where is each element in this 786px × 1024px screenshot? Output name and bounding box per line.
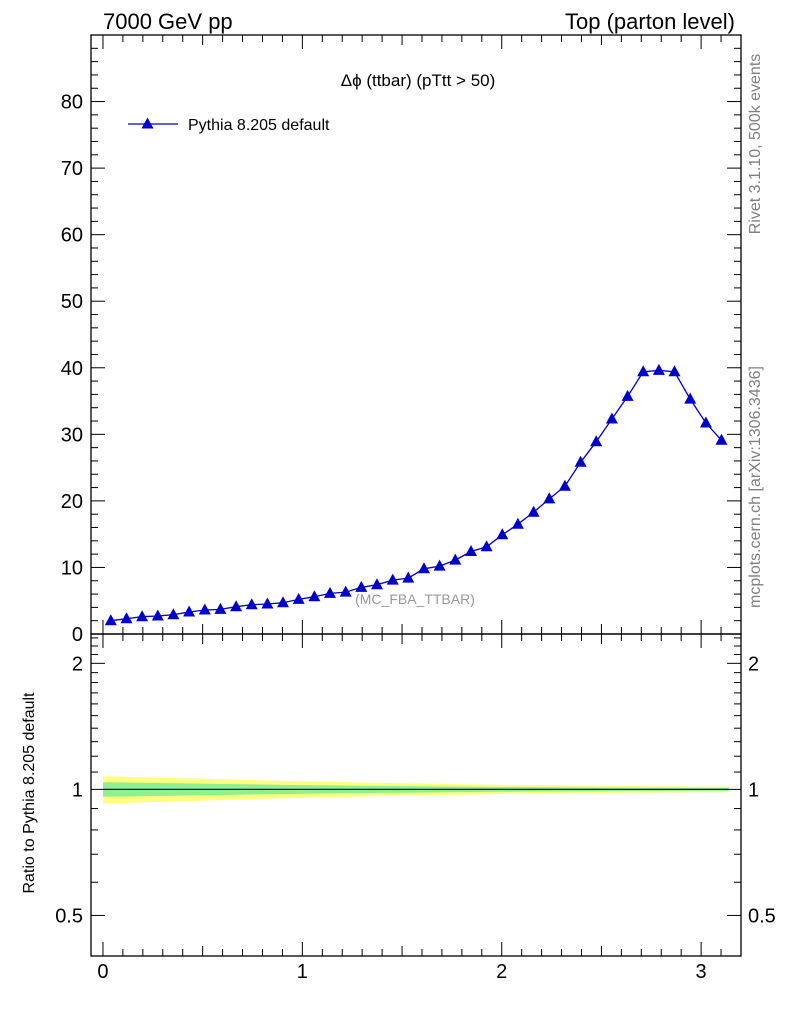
legend: Pythia 8.205 default <box>128 117 330 134</box>
data-point-marker <box>104 614 117 626</box>
ratio-y-tick-label: 2 <box>72 653 83 675</box>
data-point-marker <box>652 363 665 375</box>
data-point-marker <box>151 609 164 621</box>
data-point-marker <box>465 545 477 556</box>
ratio-y-tick-label-right: 0.5 <box>748 905 776 927</box>
data-point-marker <box>668 365 681 377</box>
data-point-marker <box>511 517 524 529</box>
data-point-marker <box>339 585 352 597</box>
data-point-marker <box>167 608 180 620</box>
y-tick-label: 40 <box>61 358 83 380</box>
y-tick-label: 50 <box>61 291 83 313</box>
data-point-marker <box>699 416 712 428</box>
data-point-marker <box>214 602 227 614</box>
analysis-label: (MC_FBA_TTBAR) <box>355 591 475 607</box>
x-tick-label: 2 <box>496 961 507 983</box>
data-point-marker <box>637 365 650 377</box>
ratio-y-tick-label: 0.5 <box>55 905 83 927</box>
plot-title: Δϕ (ttbar) (pTtt > 50) <box>341 71 496 90</box>
data-point-marker <box>324 586 336 598</box>
data-point-marker <box>480 540 493 552</box>
data-point-marker <box>527 505 540 517</box>
data-point-marker <box>136 610 149 622</box>
main-plot-axes: 0 10 20 30 40 50 60 70 80 <box>61 34 742 646</box>
x-tick-label: 3 <box>696 961 707 983</box>
data-point-marker <box>261 597 274 609</box>
data-point-marker <box>433 559 446 571</box>
data-point-marker <box>402 571 415 583</box>
series-line <box>110 369 722 622</box>
collision-energy-label: 7000 GeV pp <box>103 9 233 34</box>
legend-entry: Pythia 8.205 default <box>188 117 330 134</box>
ratio-plot-axes: 0.5 0.5 1 1 2 2 0 1 2 3 <box>55 633 776 983</box>
y-tick-label: 30 <box>61 424 83 446</box>
data-point-marker <box>198 603 211 615</box>
mcplots-credit-label: mcplots.cern.ch [arXiv:1306.3436] <box>747 366 764 608</box>
rivet-version-label: Rivet 3.1.10, 500k events <box>747 54 764 235</box>
data-point-marker <box>715 433 728 445</box>
data-point-marker <box>558 479 571 491</box>
data-point-marker <box>449 553 462 565</box>
y-tick-label: 0 <box>72 624 83 646</box>
data-point-marker <box>277 596 289 608</box>
data-point-marker <box>590 435 603 447</box>
data-point-marker <box>684 392 697 404</box>
data-point-marker <box>183 605 196 617</box>
process-label: Top (parton level) <box>565 9 735 34</box>
legend-marker-icon <box>141 117 154 129</box>
data-point-marker <box>355 580 368 592</box>
data-point-marker <box>371 578 383 590</box>
ratio-ylabel: Ratio to Pythia 8.205 default <box>21 692 38 894</box>
data-point-marker <box>245 598 258 610</box>
ratio-y-tick-label-right: 2 <box>748 653 759 675</box>
ratio-y-tick-label: 1 <box>72 779 83 801</box>
data-point-marker <box>543 492 556 504</box>
data-point-marker <box>230 600 243 612</box>
x-tick-label: 1 <box>297 961 308 983</box>
data-point-marker <box>621 389 634 401</box>
data-point-marker <box>496 528 509 540</box>
data-point-marker <box>574 455 587 467</box>
ratio-plot-bands <box>102 776 730 804</box>
ratio-plot-frame <box>90 633 742 957</box>
y-tick-label: 60 <box>61 225 83 247</box>
data-point-marker <box>120 612 133 624</box>
main-plot-series <box>104 363 728 626</box>
data-point-marker <box>292 592 305 604</box>
x-tick-label: 0 <box>97 961 108 983</box>
data-point-marker <box>386 573 399 585</box>
y-tick-label: 10 <box>61 557 83 579</box>
ratio-y-tick-label-right: 1 <box>748 779 759 801</box>
data-point-marker <box>605 412 618 424</box>
y-tick-label: 20 <box>61 491 83 513</box>
data-point-marker <box>308 590 321 602</box>
y-tick-label: 70 <box>61 158 83 180</box>
data-point-marker <box>418 562 430 574</box>
y-tick-label: 80 <box>61 92 83 114</box>
